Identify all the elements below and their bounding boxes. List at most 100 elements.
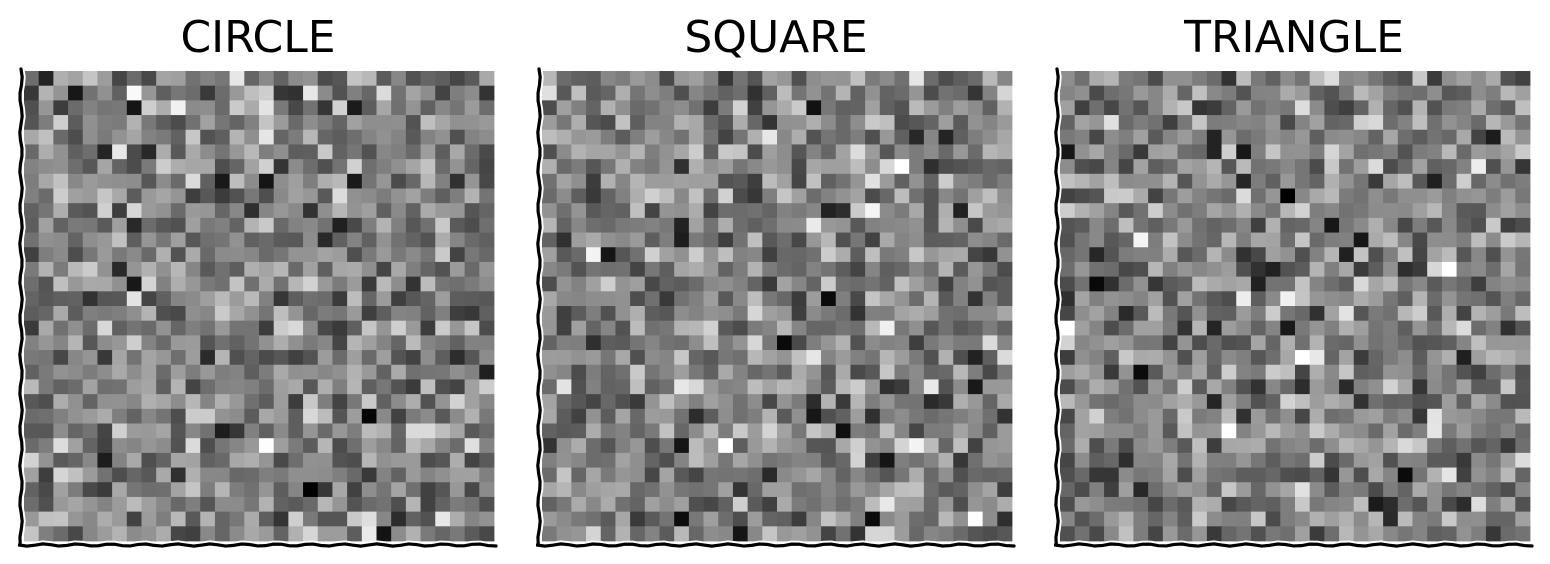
heatmap-cell — [1177, 394, 1193, 410]
heatmap-cell — [556, 335, 572, 351]
heatmap-cell — [126, 394, 142, 410]
heatmap-cell — [435, 85, 451, 101]
heatmap-cell — [982, 526, 998, 542]
heatmap-cell — [923, 173, 939, 189]
heatmap-cell — [244, 203, 260, 219]
heatmap-cell — [303, 408, 319, 424]
heatmap-cell — [1221, 496, 1237, 513]
heatmap-cell — [1427, 335, 1443, 351]
heatmap-cell — [791, 85, 807, 101]
heatmap-cell — [953, 71, 969, 87]
heatmap-cell — [214, 350, 231, 366]
heatmap-cell — [982, 85, 998, 101]
heatmap-cell — [1309, 159, 1325, 175]
heatmap-cell — [747, 159, 763, 175]
heatmap-cell — [821, 261, 837, 278]
heatmap-cell — [865, 100, 881, 116]
heatmap-cell — [718, 173, 734, 189]
heatmap-cell — [156, 115, 172, 131]
heatmap-cell — [288, 144, 304, 160]
heatmap-cell — [405, 232, 421, 248]
heatmap-cell — [214, 423, 231, 439]
heatmap-cell — [156, 408, 172, 424]
heatmap-cell — [762, 247, 778, 263]
heatmap-cell — [600, 335, 616, 351]
heatmap-cell — [1148, 144, 1164, 160]
heatmap-cell — [1427, 129, 1443, 145]
heatmap-cell — [732, 247, 749, 263]
heatmap-cell — [1206, 85, 1222, 101]
heatmap-cell — [821, 379, 837, 395]
heatmap-cell — [571, 188, 587, 204]
heatmap-cell — [821, 188, 837, 204]
heatmap-cell — [38, 261, 54, 278]
heatmap-cell — [464, 159, 480, 175]
heatmap-cell — [1104, 85, 1120, 101]
heatmap-cell — [1441, 217, 1457, 233]
heatmap-cell — [68, 100, 84, 116]
heatmap-cell — [777, 173, 793, 189]
heatmap-cell — [1427, 526, 1443, 542]
heatmap-cell — [1295, 467, 1311, 483]
heatmap-cell — [556, 438, 572, 454]
heatmap-cell — [747, 350, 763, 366]
heatmap-cell — [170, 467, 186, 483]
heatmap-cell — [1280, 408, 1296, 424]
heatmap-cell — [1089, 144, 1105, 160]
heatmap-cell — [556, 276, 572, 292]
heatmap-cell — [68, 203, 84, 219]
heatmap-cell — [865, 261, 881, 278]
heatmap-cell — [688, 188, 704, 204]
heatmap-cell — [479, 511, 495, 527]
heatmap-cell — [542, 526, 558, 542]
heatmap-cell — [449, 203, 466, 219]
heatmap-cell — [1471, 203, 1487, 219]
heatmap-cell — [674, 188, 690, 204]
heatmap-cell — [38, 247, 54, 263]
heatmap-cell — [273, 408, 289, 424]
heatmap-cell — [718, 115, 734, 131]
heatmap-cell — [405, 496, 421, 513]
heatmap-cell — [879, 232, 895, 248]
heatmap-cell — [1265, 335, 1281, 351]
heatmap-cell — [1148, 408, 1164, 424]
heatmap-cell — [923, 115, 939, 131]
heatmap-cell — [586, 423, 602, 439]
heatmap-cell — [674, 100, 690, 116]
heatmap-cell — [997, 232, 1013, 248]
heatmap-cell — [288, 71, 304, 87]
heatmap-cell — [1485, 452, 1502, 468]
heatmap-cell — [1280, 364, 1296, 380]
heatmap-cell — [214, 144, 231, 160]
heatmap-cell — [1515, 173, 1531, 189]
heatmap-cell — [317, 261, 333, 278]
heatmap-cell — [1324, 159, 1340, 175]
heatmap-cell — [1412, 496, 1428, 513]
heatmap-cell — [347, 511, 363, 527]
heatmap-cell — [615, 203, 631, 219]
heatmap-cell — [97, 247, 113, 263]
heatmap-cell — [982, 203, 998, 219]
heatmap-cell — [703, 71, 719, 87]
heatmap-cell — [1368, 467, 1384, 483]
heatmap-cell — [53, 511, 69, 527]
heatmap-cell — [112, 423, 128, 439]
heatmap-cell — [879, 526, 895, 542]
heatmap-cell — [317, 276, 333, 292]
heatmap-cell — [200, 320, 216, 336]
heatmap-cell — [112, 306, 128, 322]
heatmap-cell — [317, 159, 333, 175]
heatmap-cell — [688, 423, 704, 439]
heatmap-cell — [953, 335, 969, 351]
heatmap-cell — [200, 335, 216, 351]
heatmap-cell — [1456, 408, 1472, 424]
heatmap-cell — [376, 115, 392, 131]
heatmap-cell — [156, 496, 172, 513]
heatmap-cell — [464, 452, 480, 468]
heatmap-cell — [850, 306, 866, 322]
heatmap-cell — [777, 144, 793, 160]
heatmap-cell — [865, 144, 881, 160]
heatmap-cell — [479, 452, 495, 468]
heatmap-cell — [391, 423, 407, 439]
heatmap-cell — [953, 159, 969, 175]
